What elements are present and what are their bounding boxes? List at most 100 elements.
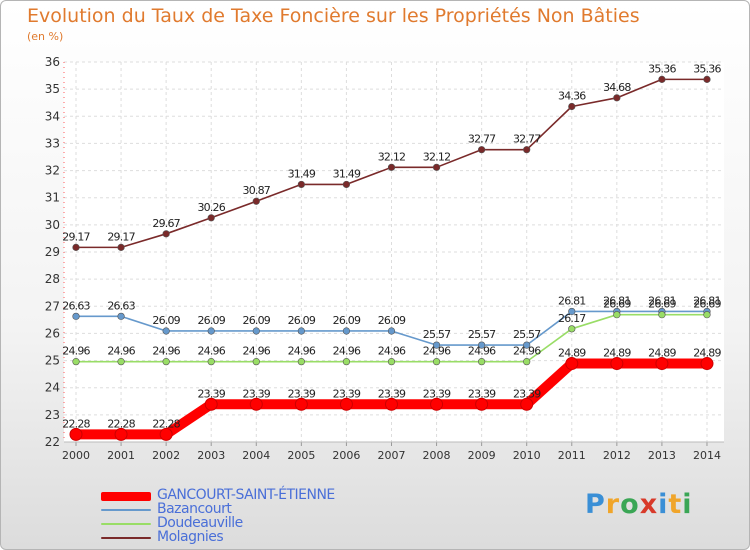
data-label: 23.39 (378, 387, 406, 400)
data-point (568, 325, 576, 333)
data-point (249, 397, 263, 411)
legend-swatch (101, 523, 151, 525)
data-label: 25.57 (513, 328, 541, 341)
data-label: 24.96 (62, 345, 90, 358)
data-label: 32.77 (513, 133, 541, 146)
x-tick-label: 2014 (693, 449, 721, 462)
data-point (703, 75, 711, 83)
data-label: 24.96 (107, 345, 135, 358)
data-point (475, 397, 489, 411)
data-point (703, 311, 711, 319)
y-tick-label: 23 (45, 408, 60, 422)
data-point (387, 163, 396, 171)
logo-letter: t (668, 489, 683, 520)
y-tick-label: 26 (45, 326, 60, 340)
data-label: 23.39 (333, 387, 361, 400)
data-point (69, 427, 83, 441)
y-tick-label: 27 (45, 299, 60, 313)
y-tick-label: 36 (45, 55, 60, 69)
data-point (207, 327, 215, 335)
data-label: 35.36 (693, 62, 721, 75)
x-tick-label: 2013 (648, 449, 676, 462)
legend-swatch (101, 537, 151, 539)
data-label: 23.39 (468, 387, 496, 400)
x-tick-label: 2012 (603, 449, 631, 462)
chart-title: Evolution du Taux de Taxe Foncière sur l… (27, 5, 640, 27)
x-tick-label: 2003 (197, 449, 225, 462)
y-tick-label: 34 (45, 109, 60, 123)
data-label: 26.69 (648, 298, 676, 311)
data-point (523, 146, 531, 154)
x-tick-label: 2002 (152, 449, 180, 462)
logo-letter: o (620, 489, 640, 520)
logo-letter: r (605, 489, 621, 520)
data-label: 26.69 (603, 298, 631, 311)
data-point (523, 358, 531, 366)
data-label: 24.89 (558, 347, 586, 360)
data-label: 24.89 (648, 347, 676, 360)
y-tick-label: 32 (45, 164, 60, 178)
data-label: 26.09 (197, 314, 225, 327)
data-label: 24.96 (243, 345, 271, 358)
x-tick-label: 2009 (468, 449, 496, 462)
data-label: 24.96 (468, 345, 496, 358)
data-point (387, 327, 396, 335)
data-label: 24.89 (603, 347, 631, 360)
y-tick-label: 24 (45, 381, 60, 395)
data-label: 32.12 (423, 150, 451, 163)
data-point (252, 197, 260, 205)
data-label: 26.81 (648, 294, 676, 307)
data-point (162, 327, 170, 335)
legend-label: Molagnies (157, 529, 224, 545)
data-label: 24.96 (513, 345, 541, 358)
data-point (207, 214, 215, 222)
data-point (384, 397, 398, 411)
data-label: 26.69 (693, 298, 721, 311)
data-label: 34.36 (558, 90, 586, 103)
proxiti-logo: Proxiti (585, 489, 693, 520)
x-tick-label: 2004 (242, 449, 270, 462)
data-label: 26.09 (243, 314, 271, 327)
data-point (565, 357, 579, 371)
data-point (432, 163, 441, 171)
data-point (207, 358, 215, 366)
data-label: 26.09 (378, 314, 406, 327)
data-label: 26.81 (603, 294, 631, 307)
data-point (658, 75, 666, 83)
data-point (297, 327, 305, 335)
y-axis-unit: (en %) (27, 30, 64, 43)
data-label: 22.28 (107, 417, 135, 430)
data-point (613, 311, 621, 319)
data-point (72, 312, 80, 320)
data-point (342, 180, 351, 189)
data-label: 34.68 (603, 81, 631, 94)
data-label: 26.09 (288, 314, 316, 327)
data-label: 23.39 (288, 387, 316, 400)
legend-label: Bazancourt (157, 501, 232, 517)
data-label: 31.49 (288, 167, 316, 180)
data-point (162, 358, 170, 366)
data-label: 26.81 (558, 294, 586, 307)
logo-letter: i (682, 489, 693, 520)
data-point (430, 397, 444, 411)
logo-letter: P (585, 489, 606, 520)
data-label: 26.09 (152, 314, 180, 327)
data-label: 22.28 (62, 417, 90, 430)
x-tick-label: 2001 (107, 449, 135, 462)
x-tick-label: 2011 (558, 449, 586, 462)
data-point (204, 397, 218, 411)
y-tick-label: 33 (45, 136, 60, 150)
data-label: 25.57 (468, 328, 496, 341)
data-label: 29.17 (107, 230, 135, 243)
data-label: 29.67 (152, 217, 180, 230)
data-label: 26.81 (693, 294, 721, 307)
data-label: 24.96 (333, 345, 361, 358)
data-label: 30.26 (197, 201, 225, 214)
data-point (342, 358, 351, 366)
x-tick-label: 2005 (287, 449, 315, 462)
data-point (655, 357, 669, 371)
y-tick-label: 25 (45, 354, 60, 368)
data-point (523, 341, 531, 349)
data-point (568, 102, 576, 111)
y-tick-label: 31 (45, 191, 60, 205)
